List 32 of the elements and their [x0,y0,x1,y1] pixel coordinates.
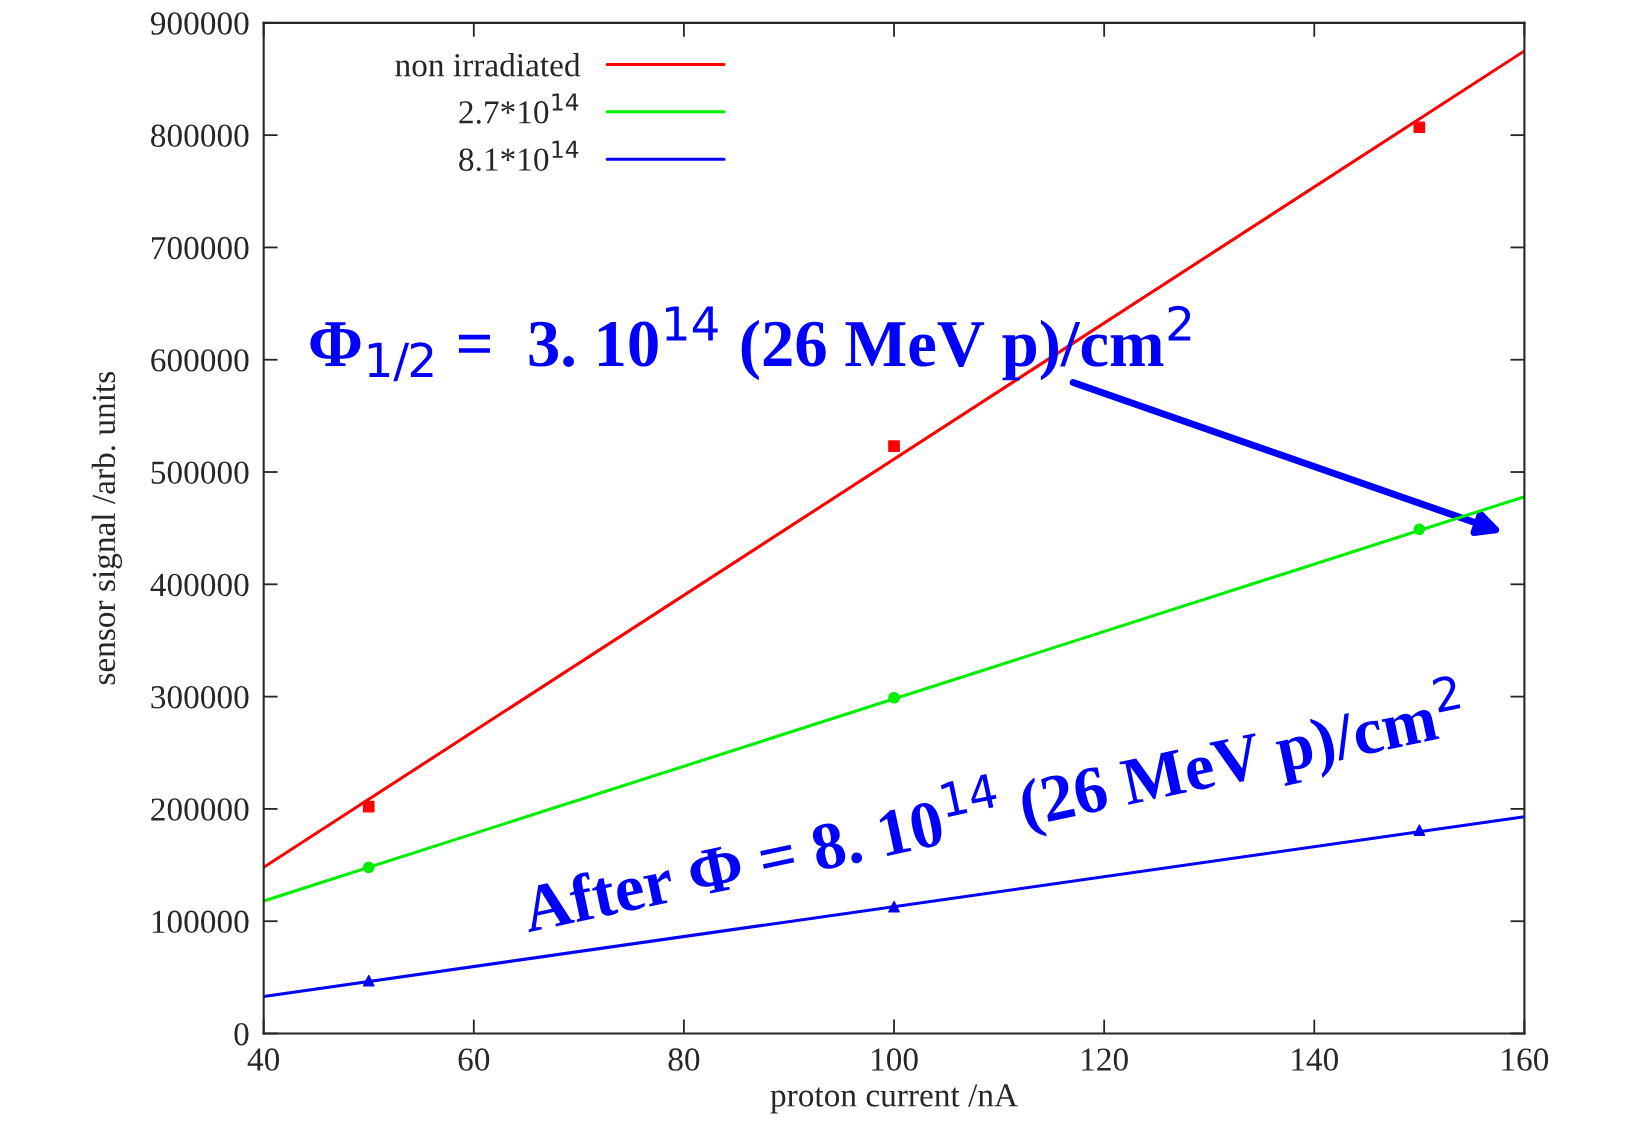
y-tick-label: 0 [234,1022,249,1046]
point [888,900,900,913]
y-tick-label: 700000 [151,236,249,260]
point [362,974,375,987]
y-axis-title: sensor signal /arb. units [91,372,123,685]
y-tick-label: 200000 [151,798,249,821]
y-tick-label: 600000 [151,349,249,372]
x-tick-label: 60 [458,1048,490,1071]
y-tick-label: 100000 [152,910,249,934]
point [1413,121,1426,134]
x-tick-label: 80 [668,1048,700,1071]
y-tick-label: 900000 [150,12,249,35]
legend-label: 8.1*10$^{14}$ [459,140,579,172]
point [362,800,375,813]
legend-label: 2.7*10$^{14}$ [459,93,579,124]
point [888,691,900,704]
x-tick-label: 40 [247,1048,280,1071]
point [1413,824,1426,837]
y-tick-label: 800000 [151,124,249,148]
x-tick-label: 100 [871,1048,918,1071]
point [362,861,375,874]
y-tick-label: 400000 [150,573,249,597]
x-tick-label: 120 [1082,1048,1128,1071]
y-tick-label: 300000 [151,686,249,709]
x-tick-label: 160 [1502,1048,1549,1071]
y-tick-label: 500000 [151,461,249,484]
point [888,440,900,453]
x-tick-label: 140 [1292,1048,1339,1071]
legend-label: non irradiated [395,53,581,77]
point [1413,523,1426,536]
annotation: After Φ = 8. 10$^{14}$ (26 MeV p)/cm$^{2}$ [516,674,1469,947]
x-axis-title: proton current /nA [770,1084,1018,1114]
